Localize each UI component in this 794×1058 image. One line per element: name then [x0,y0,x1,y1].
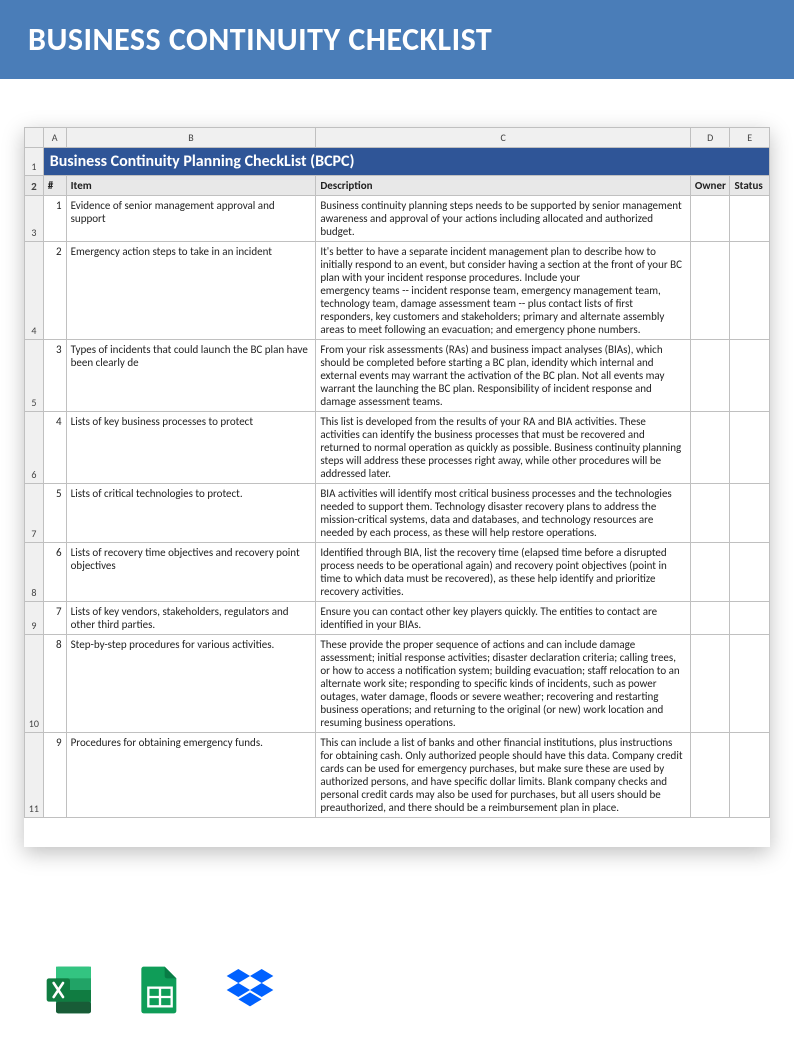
description-cell: These provide the proper sequence of act… [316,635,691,733]
table-row: 75Lists of critical technologies to prot… [25,484,770,543]
item-cell: Types of incidents that could launch the… [66,340,316,412]
status-cell [730,733,770,818]
row-header[interactable]: 3 [25,196,44,242]
description-cell: Ensure you can contact other key players… [316,602,691,635]
column-title-num: # [43,176,66,196]
row-number: 7 [43,602,66,635]
row-number: 9 [43,733,66,818]
column-title-owner: Owner [690,176,730,196]
spreadsheet-container: ABCDE1Business Continuity Planning Check… [24,127,770,847]
row-number: 2 [43,242,66,340]
owner-cell [690,543,730,602]
row-header[interactable]: 10 [25,635,44,733]
banner-title: BUSINESS CONTINUITY CHECKLIST [28,20,492,59]
owner-cell [690,635,730,733]
table-row: 53Types of incidents that could launch t… [25,340,770,412]
column-header[interactable]: A [43,128,66,148]
item-cell: Lists of critical technologies to protec… [66,484,316,543]
item-cell: Lists of key vendors, stakeholders, regu… [66,602,316,635]
row-number: 6 [43,543,66,602]
column-header[interactable]: C [316,128,691,148]
description-cell: Identified through BIA, list the recover… [316,543,691,602]
status-cell [730,412,770,484]
spreadsheet-grid: ABCDE1Business Continuity Planning Check… [24,127,770,818]
sheet-title: Business Continuity Planning CheckList (… [43,148,769,176]
table-row: 108Step-by-step procedures for various a… [25,635,770,733]
owner-cell [690,602,730,635]
table-row: 64Lists of key business processes to pro… [25,412,770,484]
owner-cell [690,733,730,818]
status-cell [730,602,770,635]
row-header[interactable]: 7 [25,484,44,543]
status-cell [730,635,770,733]
status-cell [730,543,770,602]
description-cell: Business continuity planning steps needs… [316,196,691,242]
column-header[interactable]: B [66,128,316,148]
status-cell [730,340,770,412]
row-header[interactable]: 4 [25,242,44,340]
status-cell [730,196,770,242]
row-header[interactable]: 2 [25,176,44,196]
google-sheets-icon[interactable] [132,962,188,1018]
table-row: 86Lists of recovery time objectives and … [25,543,770,602]
item-cell: Evidence of senior management approval a… [66,196,316,242]
column-header[interactable]: E [730,128,770,148]
description-cell: BIA activities will identify most critic… [316,484,691,543]
excel-icon[interactable] [42,962,98,1018]
table-row: 31Evidence of senior management approval… [25,196,770,242]
dropbox-icon[interactable] [222,962,278,1018]
status-cell [730,484,770,543]
row-header[interactable]: 11 [25,733,44,818]
item-cell: Procedures for obtaining emergency funds… [66,733,316,818]
description-cell: It's better to have a separate incident … [316,242,691,340]
column-title-item: Item [66,176,316,196]
owner-cell [690,484,730,543]
row-header[interactable]: 5 [25,340,44,412]
column-title-desc: Description [316,176,691,196]
row-header[interactable]: 9 [25,602,44,635]
description-cell: From your risk assessments (RAs) and bus… [316,340,691,412]
table-row: 119Procedures for obtaining emergency fu… [25,733,770,818]
row-header[interactable]: 1 [25,148,44,176]
table-row: 42Emergency action steps to take in an i… [25,242,770,340]
table-row: 97Lists of key vendors, stakeholders, re… [25,602,770,635]
row-header[interactable]: 6 [25,412,44,484]
description-cell: This list is developed from the results … [316,412,691,484]
row-header[interactable]: 8 [25,543,44,602]
row-number: 4 [43,412,66,484]
row-number: 1 [43,196,66,242]
owner-cell [690,242,730,340]
column-header[interactable] [25,128,44,148]
item-cell: Lists of key business processes to prote… [66,412,316,484]
item-cell: Step-by-step procedures for various acti… [66,635,316,733]
description-cell: This can include a list of banks and oth… [316,733,691,818]
owner-cell [690,412,730,484]
row-number: 5 [43,484,66,543]
item-cell: Emergency action steps to take in an inc… [66,242,316,340]
item-cell: Lists of recovery time objectives and re… [66,543,316,602]
owner-cell [690,340,730,412]
export-icons-row [42,962,278,1018]
column-title-status: Status [730,176,770,196]
column-header[interactable]: D [690,128,730,148]
row-number: 3 [43,340,66,412]
owner-cell [690,196,730,242]
status-cell [730,242,770,340]
row-number: 8 [43,635,66,733]
page-banner: BUSINESS CONTINUITY CHECKLIST [0,0,794,79]
